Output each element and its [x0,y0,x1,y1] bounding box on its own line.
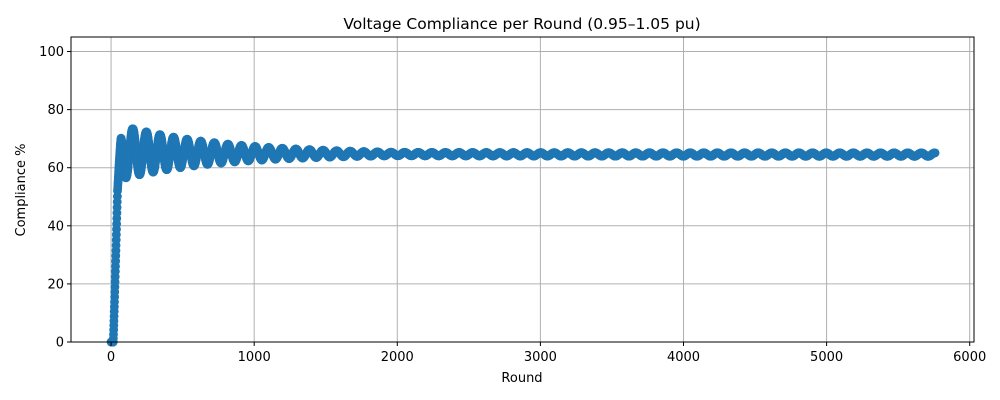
x-tick-label: 0 [107,350,115,365]
x-tick-label: 2000 [381,350,414,365]
x-tick-label: 3000 [524,350,557,365]
data-point [930,148,940,158]
x-tick-label: 1000 [238,350,271,365]
x-tick-label: 6000 [953,350,986,365]
data-points [106,124,940,347]
y-tick-label: 80 [47,103,64,118]
y-tick-label: 60 [47,161,64,176]
y-tick-label: 100 [39,45,64,60]
y-tick-label: 0 [56,336,64,351]
plot-area [71,37,974,342]
x-axis-ticks: 0 1000 2000 3000 4000 5000 6000 [107,342,986,365]
x-axis-label: Round [501,371,542,386]
y-axis-ticks: 0 20 40 60 80 100 [39,45,71,351]
x-tick-label: 4000 [667,350,700,365]
chart-title: Voltage Compliance per Round (0.95–1.05 … [343,15,700,33]
y-tick-label: 40 [47,219,64,234]
y-axis-label: Compliance % [14,143,29,236]
plot-frame [70,36,975,343]
y-tick-label: 20 [47,277,64,292]
x-tick-label: 5000 [810,350,843,365]
